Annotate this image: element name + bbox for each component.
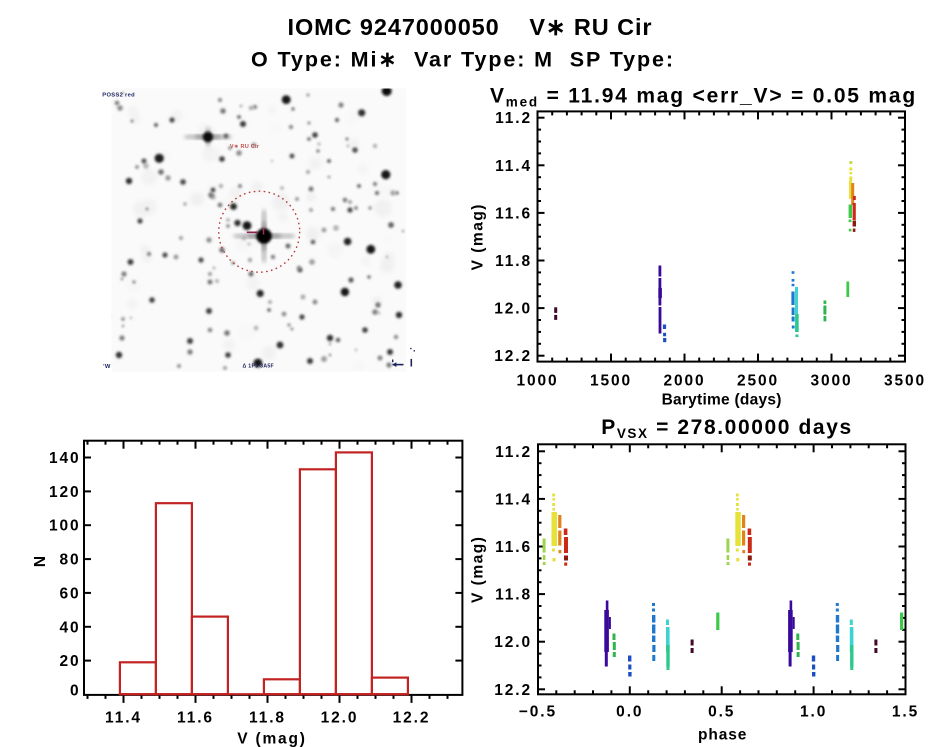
svg-text:V∗ RU Cir: V∗ RU Cir <box>230 144 260 150</box>
svg-text:V (mag): V (mag) <box>237 731 306 747</box>
svg-text:1.0: 1.0 <box>800 704 827 721</box>
svg-text:80: 80 <box>59 552 80 569</box>
svg-text:100: 100 <box>49 518 81 535</box>
svg-text:2500: 2500 <box>737 373 779 390</box>
svg-text:1.5: 1.5 <box>892 704 919 721</box>
svg-text:60: 60 <box>59 585 80 602</box>
svg-text:3000: 3000 <box>810 373 852 390</box>
svg-text:11.6: 11.6 <box>495 539 532 556</box>
svg-text:11.4: 11.4 <box>105 709 142 726</box>
svg-text:3500: 3500 <box>884 373 926 390</box>
svg-text:’W: ’W <box>103 364 111 370</box>
svg-text:11.6: 11.6 <box>495 205 532 222</box>
svg-text:0.0: 0.0 <box>616 704 643 721</box>
svg-text:11.2: 11.2 <box>495 444 532 461</box>
svg-text:11.8: 11.8 <box>495 253 532 270</box>
svg-text:2000: 2000 <box>663 373 705 390</box>
svg-text:PVSX = 278.00000 days: PVSX = 278.00000 days <box>601 416 853 441</box>
svg-text:12.0: 12.0 <box>494 634 532 651</box>
svg-text:O Type: Mi∗ Var Type: M SP T: O Type: Mi∗ Var Type: M SP Type: <box>251 48 675 72</box>
svg-text:12.2: 12.2 <box>494 682 532 699</box>
svg-text:20: 20 <box>59 653 80 670</box>
svg-text:12.0: 12.0 <box>321 709 359 726</box>
svg-text:11.8: 11.8 <box>249 709 286 726</box>
svg-text:12.2: 12.2 <box>393 709 431 726</box>
svg-text:V (mag): V (mag) <box>470 203 487 270</box>
svg-text:11.4: 11.4 <box>495 491 532 508</box>
svg-text:11.6: 11.6 <box>177 709 214 726</box>
svg-text:IOMC 9247000050 V∗ RU Cir: IOMC 9247000050 V∗ RU Cir <box>288 14 653 40</box>
svg-text:1000: 1000 <box>516 373 558 390</box>
svg-text:0.5: 0.5 <box>708 704 735 721</box>
svg-text:V (mag): V (mag) <box>470 536 487 603</box>
svg-text:140: 140 <box>49 450 81 467</box>
svg-text:1500: 1500 <box>590 373 632 390</box>
svg-text:11.4: 11.4 <box>495 158 532 175</box>
svg-text:Vmed = 11.94 mag <err_V> = 0.: Vmed = 11.94 mag <err_V> = 0.05 mag <box>490 85 917 110</box>
svg-text:12.0: 12.0 <box>494 301 532 318</box>
svg-text:−0.5: −0.5 <box>519 704 557 721</box>
svg-text:120: 120 <box>49 484 81 501</box>
svg-text:11.2: 11.2 <box>495 110 532 127</box>
svg-text:12.2: 12.2 <box>494 348 532 365</box>
svg-text:Barytime (days): Barytime (days) <box>662 392 782 409</box>
svg-text:POSS2 red: POSS2 red <box>102 92 135 98</box>
svg-text:0: 0 <box>70 683 81 700</box>
svg-text:N: N <box>32 556 49 567</box>
svg-text:11.8: 11.8 <box>495 587 532 604</box>
svg-text:40: 40 <box>59 619 80 636</box>
svg-text:Δ 1P3 3A5F: Δ 1P3 3A5F <box>243 364 275 370</box>
svg-text:phase: phase <box>698 727 747 744</box>
